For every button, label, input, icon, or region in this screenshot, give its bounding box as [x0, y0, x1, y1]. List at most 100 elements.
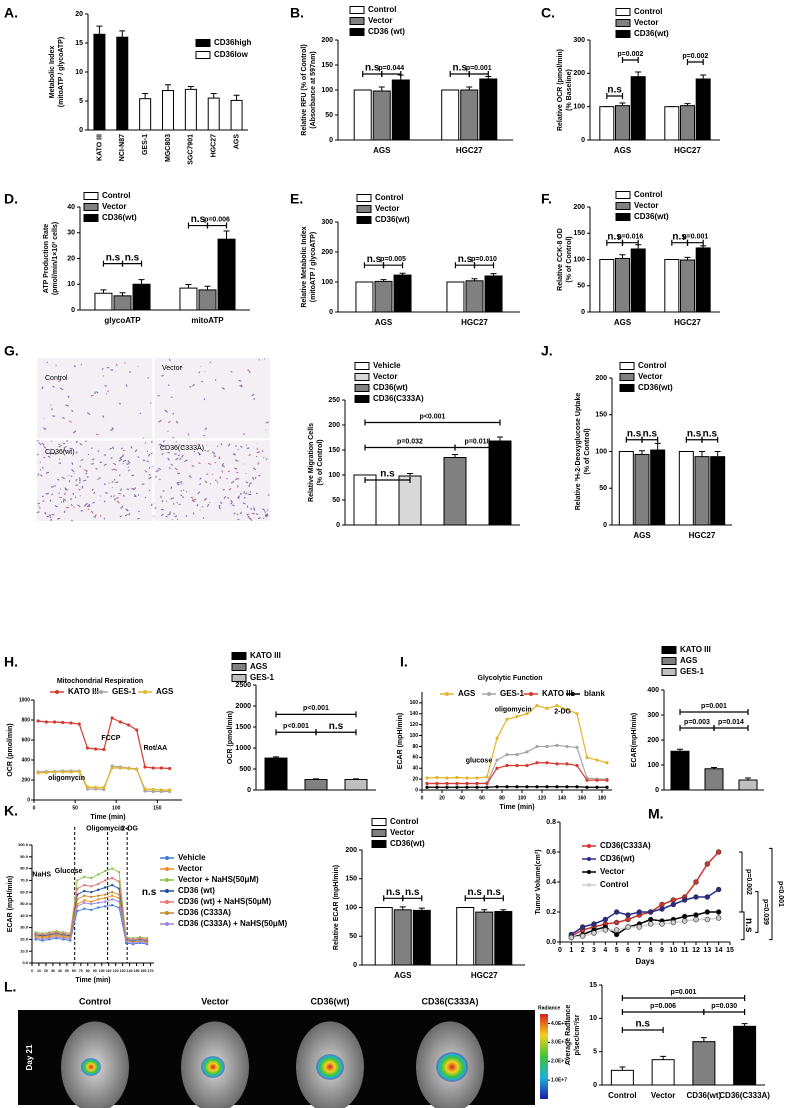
annotation: FCCP	[101, 735, 120, 742]
cell	[124, 513, 128, 517]
y-tick-label: 0	[593, 1082, 597, 1089]
cell	[114, 468, 117, 471]
bar	[618, 451, 634, 526]
x-tick-label: 160	[141, 969, 147, 973]
cell	[223, 488, 225, 491]
legend-swatch	[231, 674, 247, 682]
data-point	[425, 781, 429, 786]
bar	[695, 247, 711, 313]
error-bar	[119, 292, 126, 296]
data-point	[579, 924, 586, 930]
annotation: n.s	[458, 254, 473, 265]
panel-letter: F.	[541, 191, 552, 207]
legend-label: KATO III	[542, 689, 573, 698]
cell	[170, 497, 174, 500]
data-point	[36, 719, 40, 723]
y-axis-label: ATP Production Rate	[43, 224, 50, 293]
cell	[232, 504, 235, 507]
y-tick-label: 200	[595, 375, 607, 382]
legend-label: GES-1	[250, 673, 275, 682]
y-tick-label: 140	[410, 711, 419, 717]
panel-letter: K.	[4, 803, 18, 819]
signal	[201, 1056, 225, 1078]
x-tick-label: 150	[134, 969, 140, 973]
x-axis-label: Time (min)	[499, 804, 534, 811]
annotation: n.s	[380, 469, 395, 480]
bracket	[382, 262, 404, 269]
bar	[599, 259, 615, 313]
bar	[664, 259, 680, 313]
cell	[181, 454, 184, 457]
cell	[204, 427, 208, 431]
data-point	[138, 937, 142, 940]
cell	[58, 443, 61, 446]
legend-swatch	[356, 205, 372, 213]
legend-swatch	[615, 191, 631, 199]
cell	[112, 462, 117, 466]
x-tick-label: 50	[72, 805, 78, 811]
y-axis-label: ECAR (mpH/min)	[397, 713, 404, 769]
annotation: p=0.003	[684, 719, 710, 726]
panel-letter: G.	[4, 343, 19, 359]
cell	[134, 449, 138, 453]
bar	[738, 779, 758, 791]
data-point	[515, 763, 519, 768]
cell	[77, 504, 81, 508]
bar	[599, 106, 615, 141]
cell	[184, 459, 188, 463]
annotation: n.s	[743, 918, 754, 933]
data-point	[62, 932, 65, 935]
annotation: glucose	[466, 757, 493, 764]
bar	[113, 295, 132, 311]
cell	[127, 460, 131, 464]
data-point	[475, 776, 479, 780]
annotation: p=0.006	[204, 216, 230, 223]
cell	[206, 473, 209, 476]
error-bar	[210, 92, 217, 99]
annotation: Glucose	[55, 868, 83, 875]
data-point	[505, 763, 509, 768]
data-point	[44, 720, 48, 724]
bar	[393, 909, 412, 966]
bracket	[769, 847, 773, 941]
data-point	[94, 747, 98, 751]
x-tick-label: GES-1	[142, 134, 149, 155]
cell	[111, 481, 114, 483]
bracket	[621, 1009, 705, 1015]
cell	[65, 404, 69, 407]
bracket	[703, 1009, 746, 1015]
legend-swatch	[661, 657, 677, 665]
bracket	[679, 725, 715, 731]
image-label: CD36(wt)	[310, 996, 349, 1006]
y-tick-label: 40	[412, 766, 418, 772]
data-point	[48, 937, 51, 940]
cell	[174, 467, 178, 471]
error-bar	[233, 94, 240, 101]
bar	[670, 750, 690, 791]
panel-letter: B.	[290, 5, 304, 21]
data-point	[565, 707, 569, 712]
bar	[630, 76, 646, 141]
cell	[162, 439, 166, 443]
cell	[177, 472, 181, 475]
cell	[197, 491, 201, 495]
data-point	[704, 861, 711, 867]
legend-label: CD36high	[214, 38, 251, 47]
bar	[680, 259, 695, 313]
cell	[63, 445, 67, 449]
cell	[221, 464, 225, 468]
y-tick-label: 2000	[235, 703, 251, 710]
cell	[182, 445, 185, 448]
data-point	[545, 761, 549, 765]
cell	[192, 383, 195, 387]
cell	[148, 467, 151, 469]
x-tick-label: MGC803	[165, 134, 172, 162]
x-tick-label: 80	[499, 795, 505, 801]
cell	[71, 409, 74, 413]
legend-label: Control	[634, 190, 662, 199]
legend-swatch	[587, 857, 591, 861]
legend-label: blank	[584, 689, 605, 698]
data-point	[515, 785, 519, 789]
cell	[204, 480, 208, 484]
annotation: n.s	[672, 231, 687, 242]
